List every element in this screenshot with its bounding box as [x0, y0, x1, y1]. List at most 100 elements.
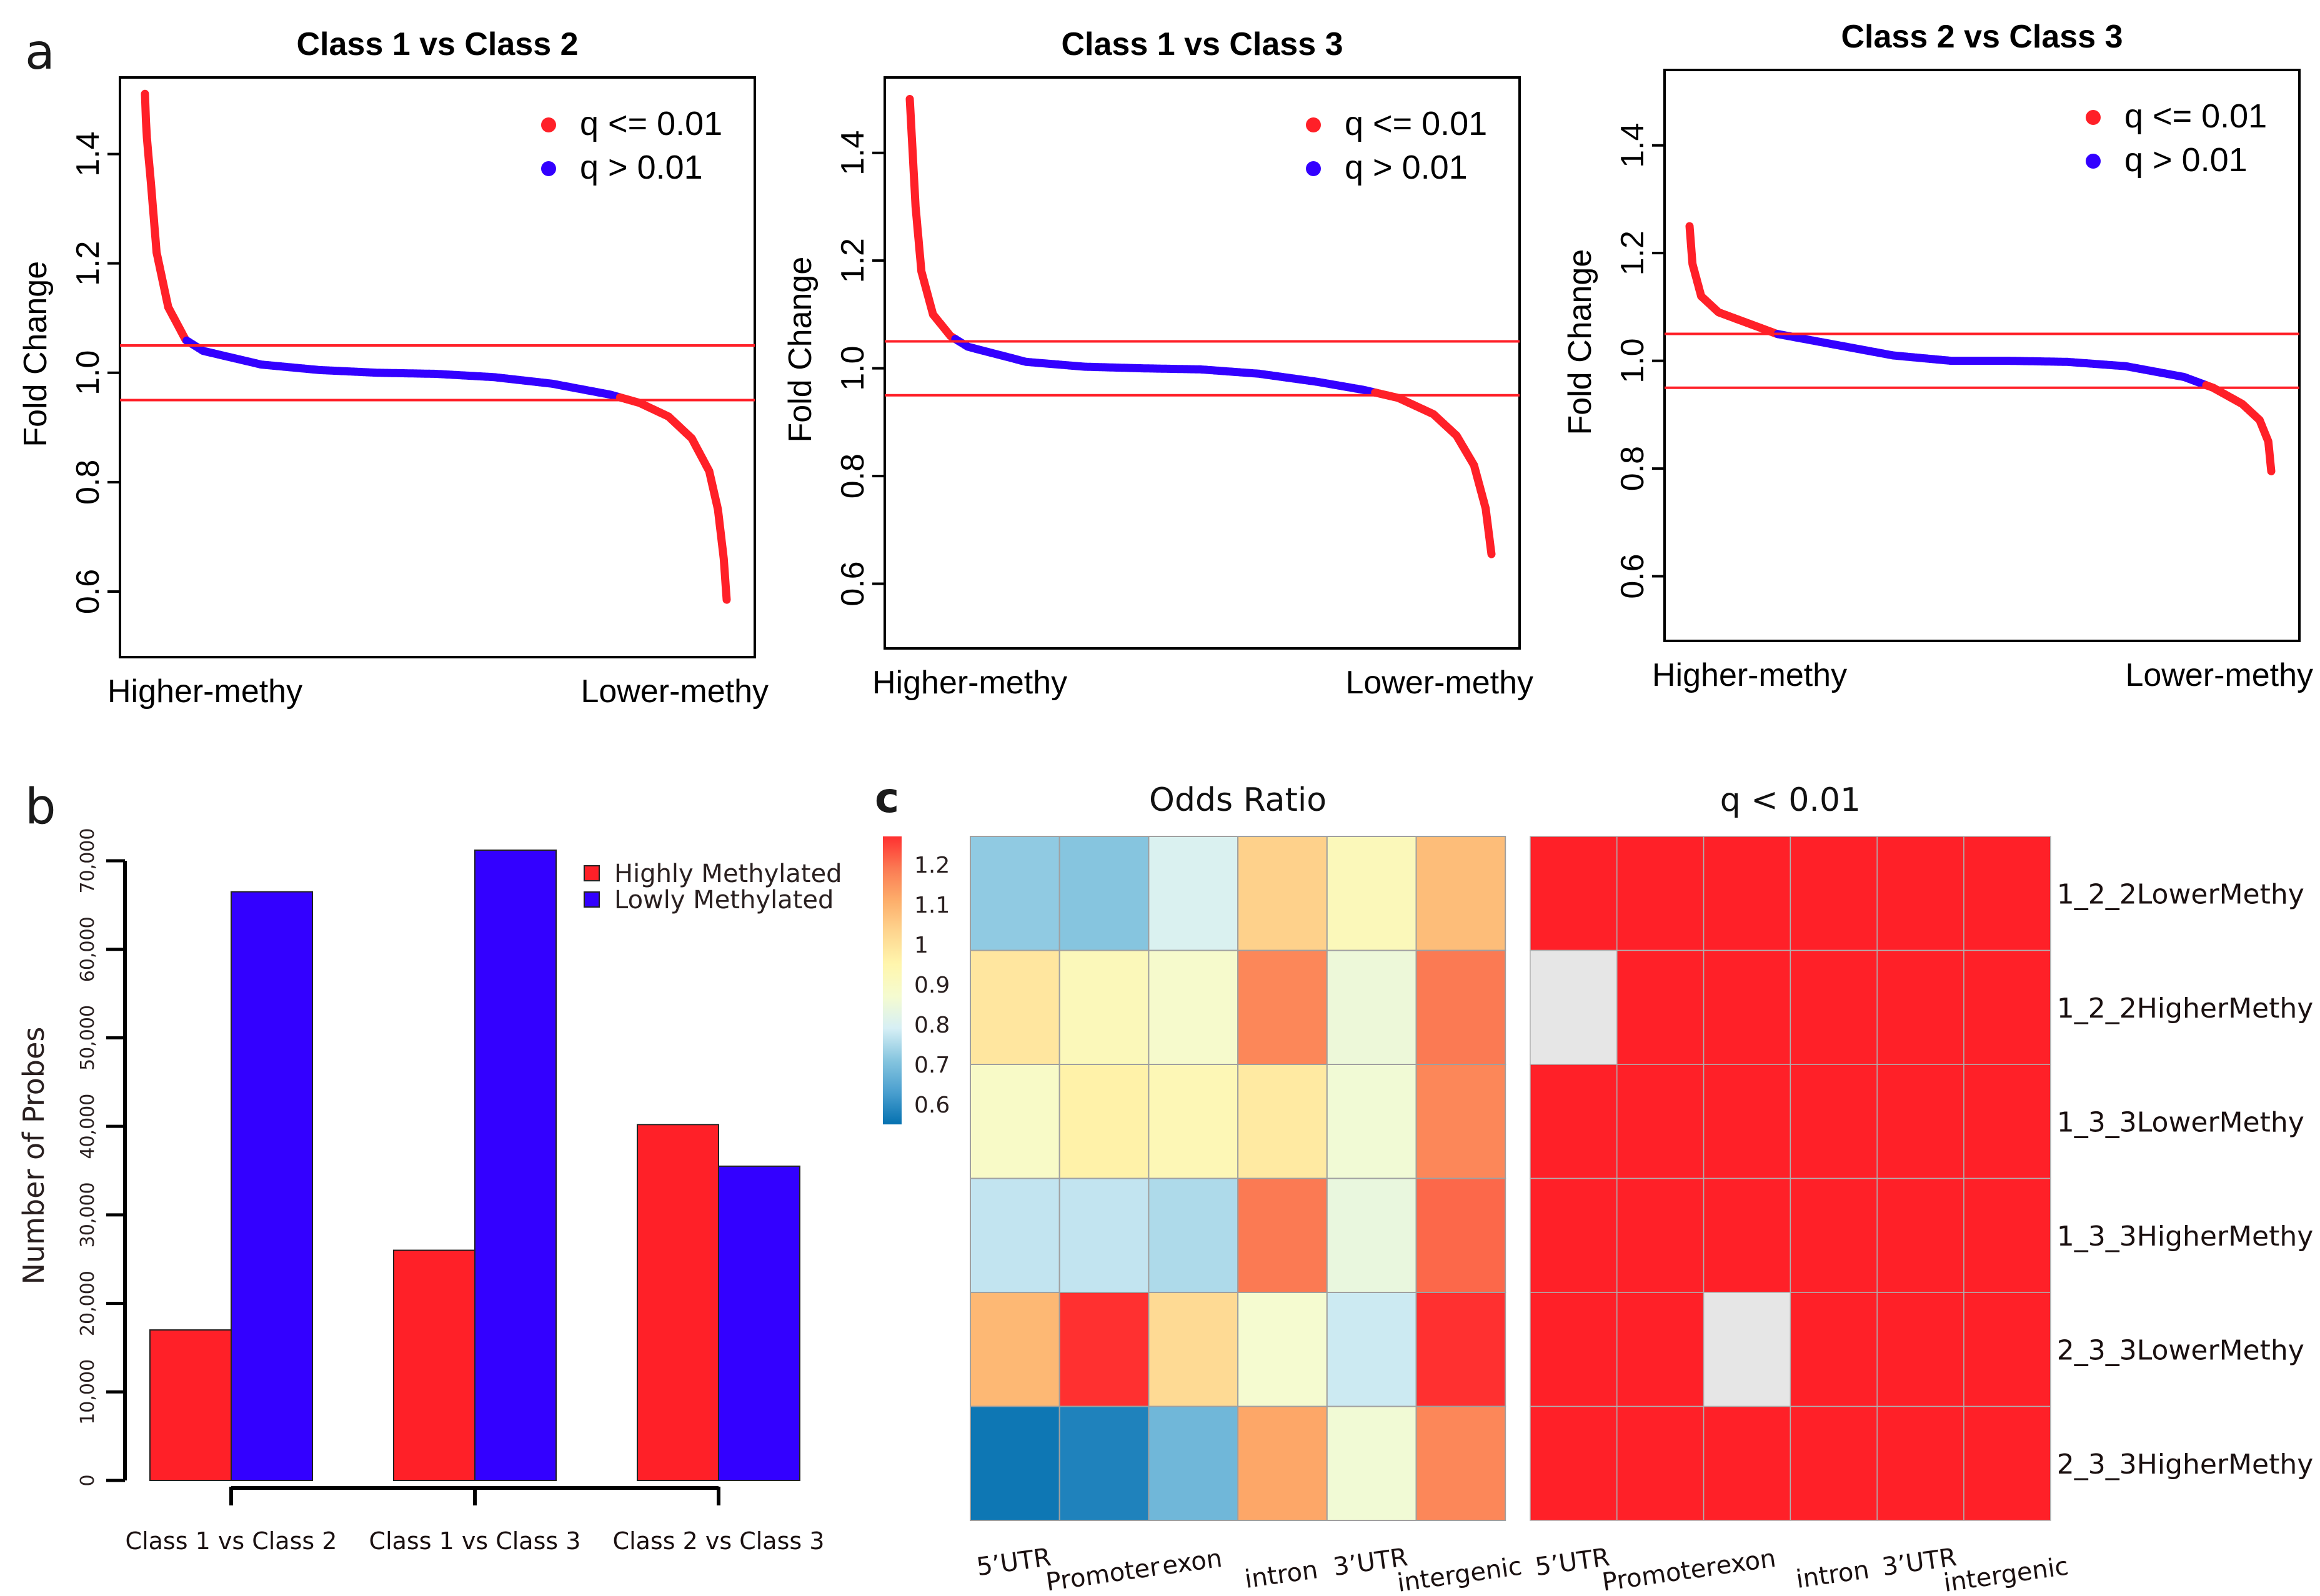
- heatmap-column-label: intron: [1795, 1555, 1871, 1594]
- legend-label: Lowly Methylated: [614, 886, 834, 914]
- bar-lowly-methylated: [231, 891, 313, 1481]
- heatmap-row-label: 1_3_3HigherMethy: [2057, 1221, 2313, 1252]
- heatmap-cell-odds-ratio: [1058, 1292, 1150, 1407]
- heatmap-cell-significant: [1703, 1064, 1791, 1179]
- y-axis-label: Fold Change: [17, 261, 54, 447]
- x-label-higher-methy: Higher-methy: [107, 673, 302, 710]
- heatmap-cell-odds-ratio: [1237, 1177, 1328, 1293]
- bar-highly-methylated: [149, 1329, 232, 1481]
- heatmap-cell-significant: [1963, 1177, 2051, 1293]
- heatmap-cell-significant: [1876, 1292, 1964, 1407]
- heatmap-cell-significant: [1876, 1177, 1964, 1293]
- bar-lowly-methylated: [718, 1165, 800, 1482]
- y-tick-label: 0.6: [835, 561, 871, 606]
- legend-label: Highly Methylated: [614, 860, 842, 888]
- heatmap-cell-significant: [1876, 836, 1964, 951]
- heatmap-cell-significant: [1703, 949, 1791, 1065]
- curve-not-significant: [1773, 330, 2211, 390]
- legend-label: q > 0.01: [1345, 149, 1468, 186]
- heatmap-cell-odds-ratio: [1148, 1405, 1239, 1521]
- plot-title: Class 2 vs Class 3: [1841, 19, 2123, 55]
- heatmap-column-label: 5’UTR: [975, 1543, 1053, 1582]
- heatmap-cell-odds-ratio: [1058, 1177, 1150, 1293]
- x-category-label: Class 2 vs Class 3: [613, 1527, 825, 1555]
- y-tick-label: 50,000: [77, 1005, 99, 1071]
- heatmap-cell-odds-ratio: [970, 1405, 1060, 1521]
- heatmap-cell-not-significant: [1703, 1292, 1791, 1407]
- y-tick-label: 1.0: [70, 350, 106, 395]
- heatmap-cell-odds-ratio: [1415, 1292, 1506, 1407]
- legend-label: q <= 0.01: [580, 105, 722, 142]
- y-tick-label: 1.2: [1615, 230, 1651, 275]
- heatmap-cell-odds-ratio: [1148, 949, 1239, 1065]
- y-tick-label: 1.2: [835, 238, 871, 283]
- legend-marker: [2086, 154, 2101, 169]
- heatmap-row-label: 2_3_3LowerMethy: [2057, 1334, 2304, 1366]
- heatmap-cell-odds-ratio: [1326, 836, 1417, 951]
- heatmap-cell-odds-ratio: [1058, 949, 1150, 1065]
- colorbar-tick-label: 0.6: [914, 1093, 950, 1118]
- y-tick-label: 0.8: [835, 454, 871, 498]
- heatmap-cell-significant: [1963, 836, 2051, 951]
- heatmap-cell-odds-ratio: [1415, 1405, 1506, 1521]
- heatmap-cell-significant: [1790, 1292, 1878, 1407]
- heatmap-cell-odds-ratio: [1415, 1177, 1506, 1293]
- y-axis-label: Number of Probes: [17, 1027, 51, 1285]
- legend-marker: [2086, 110, 2101, 125]
- y-tick-label: 1.0: [1615, 338, 1651, 383]
- panel-a: Class 1 vs Class 2 0.6 0.8 1.0 1.2 1.4 Fold Ch…: [17, 19, 2313, 710]
- heatmap-cell-odds-ratio: [1058, 1064, 1150, 1179]
- curve-significant: [1685, 222, 1782, 339]
- y-tick-label: 0.8: [70, 460, 106, 505]
- panel-label-b: b: [25, 779, 56, 835]
- heatmap-column-label: 5’UTR: [1533, 1543, 1611, 1582]
- legend-marker: [1306, 161, 1321, 176]
- y-tick-label: 10,000: [77, 1359, 99, 1425]
- plot-frame: [1663, 69, 2301, 642]
- legend-marker: [541, 117, 556, 132]
- heatmap-cell-odds-ratio: [1148, 836, 1239, 951]
- legend-swatch: [584, 865, 600, 881]
- heatmap-cell-significant: [1530, 1064, 1618, 1179]
- heatmap-cell-odds-ratio: [970, 836, 1060, 951]
- heatmap-column-label: exon: [1714, 1544, 1778, 1581]
- y-axis-label: Fold Change: [782, 257, 819, 443]
- y-tick-label: 0.6: [70, 569, 106, 614]
- colorbar-tick-label: 0.9: [914, 973, 950, 998]
- heatmap-cell-odds-ratio: [1326, 949, 1417, 1065]
- curve-significant: [141, 89, 191, 345]
- heatmap-cell-significant: [1616, 1177, 1705, 1293]
- y-axis-label: Fold Change: [1562, 249, 1598, 435]
- curve-significant: [1371, 388, 1496, 558]
- x-label-higher-methy: Higher-methy: [1652, 657, 1847, 693]
- heatmap-column-label: Promoter: [1600, 1552, 1718, 1596]
- legend-swatch: [584, 891, 600, 908]
- legend-label: q <= 0.01: [2124, 97, 2267, 135]
- heatmap-cell-significant: [1790, 1177, 1878, 1293]
- heatmap-cell-odds-ratio: [1237, 949, 1328, 1065]
- plot-frame: [119, 76, 756, 658]
- data-point-outlier: [141, 90, 149, 98]
- curve-not-significant: [951, 335, 1380, 397]
- heatmap-cell-significant: [1790, 1405, 1878, 1521]
- y-tick-label: 1.4: [70, 131, 106, 176]
- x-category-label: Class 1 vs Class 2: [126, 1527, 337, 1555]
- y-tick-label: 0.8: [1615, 446, 1651, 491]
- panel-c-heatmaps: Odds Ratio q < 0.01 1.2 1.1 1 0.9 0.8 0.7 0.6 5’U…: [883, 781, 2313, 1596]
- heatmap-cell-significant: [1790, 836, 1878, 951]
- x-category-label: Class 1 vs Class 3: [369, 1527, 581, 1555]
- heatmap-cell-significant: [1530, 1292, 1618, 1407]
- heatmap-cell-odds-ratio: [970, 1177, 1060, 1293]
- fold-change-plot-2: Class 1 vs Class 3 0.6 0.8 1.0 1.2 1.4 Fold Ch…: [782, 26, 1533, 701]
- heatmap-row-label: 1_2_2LowerMethy: [2057, 878, 2304, 910]
- heatmap-cell-odds-ratio: [1148, 1177, 1239, 1293]
- heatmap-cell-significant: [1530, 1177, 1618, 1293]
- data-point-outlier: [2268, 467, 2275, 475]
- y-tick-label: 20,000: [77, 1271, 99, 1336]
- heatmap-cell-significant: [1530, 1405, 1618, 1521]
- legend-marker: [541, 161, 556, 176]
- x-label-lower-methy: Lower-methy: [2125, 657, 2313, 693]
- heatmap-cell-odds-ratio: [1237, 1292, 1328, 1407]
- heatmap-cell-odds-ratio: [1415, 1064, 1506, 1179]
- heatmap-cell-odds-ratio: [1415, 949, 1506, 1065]
